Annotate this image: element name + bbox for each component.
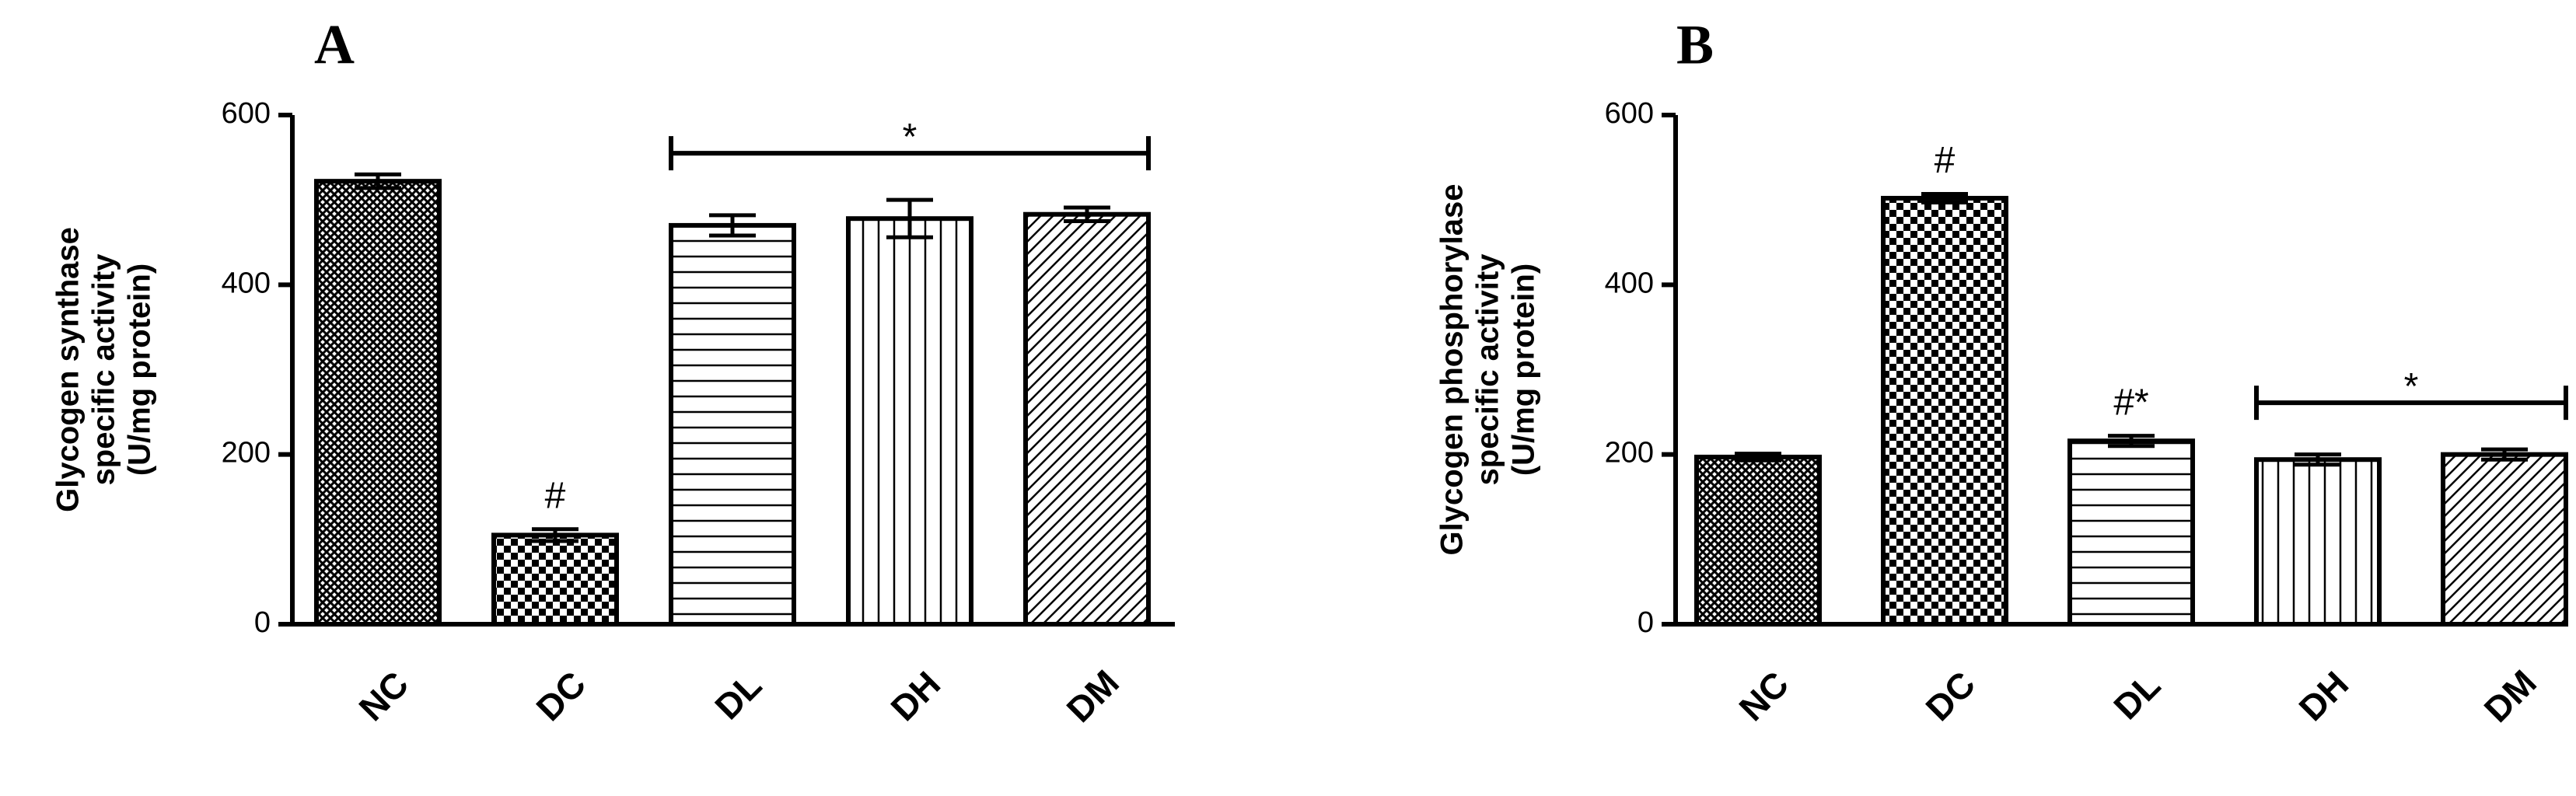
error-bar <box>1064 205 1110 223</box>
error-bar <box>1735 452 1781 463</box>
y-tick-label: 200 <box>1605 437 1654 470</box>
panel-label: B <box>1676 14 1714 76</box>
y-tick-label: 400 <box>1605 267 1654 299</box>
x-tick-label: NC <box>351 663 416 728</box>
bar <box>669 222 796 627</box>
y-axis-label: specific activity <box>1471 253 1505 486</box>
bar <box>846 216 973 627</box>
y-tick-label: 0 <box>1638 606 1654 639</box>
significance-bracket <box>669 136 1151 171</box>
y-tick-label: 200 <box>222 437 271 470</box>
error-bar <box>2295 452 2341 467</box>
y-axis-label: Glycogen synthase <box>51 227 86 512</box>
bar <box>491 532 619 627</box>
x-tick-label: DL <box>707 665 769 727</box>
error-bar <box>1921 192 1968 204</box>
y-tick-label: 600 <box>1605 97 1654 130</box>
y-axis-label: (U/mg protein) <box>123 264 157 476</box>
annotation: # <box>1935 140 1956 181</box>
bar <box>2254 457 2382 627</box>
annotation: * <box>2404 366 2419 407</box>
y-tick-label: 600 <box>222 97 271 130</box>
y-axis-label: Glycogen phosphorylase <box>1435 184 1470 556</box>
bar <box>1694 454 1822 627</box>
error-bar <box>355 172 401 190</box>
y-axis-label: (U/mg protein) <box>1507 264 1541 476</box>
x-tick-label: DM <box>1059 662 1127 730</box>
y-tick-label: 0 <box>254 606 271 639</box>
annotation: * <box>903 117 918 158</box>
error-bar <box>709 213 756 238</box>
annotation: #* <box>2113 382 2148 423</box>
error-bar <box>2481 447 2528 462</box>
x-tick-label: NC <box>1731 663 1796 728</box>
x-tick-label: DH <box>883 663 948 728</box>
panel-label: A <box>314 14 355 76</box>
bar <box>1881 195 2008 627</box>
significance-bracket <box>2254 386 2568 421</box>
x-tick-label: DH <box>2291 663 2356 728</box>
y-axis-label: specific activity <box>87 253 121 486</box>
annotation: # <box>545 475 566 516</box>
bar <box>1023 211 1151 627</box>
error-bar <box>886 197 933 239</box>
x-tick-label: DC <box>528 663 593 728</box>
error-bar <box>2108 434 2155 449</box>
x-tick-label: DC <box>1917 663 1983 728</box>
bar <box>314 179 442 627</box>
bar <box>2441 452 2568 627</box>
x-tick-label: DM <box>2476 662 2544 730</box>
x-tick-label: DL <box>2106 665 2168 727</box>
bar <box>2067 438 2195 627</box>
y-tick-label: 400 <box>222 267 271 299</box>
error-bar <box>532 527 578 543</box>
